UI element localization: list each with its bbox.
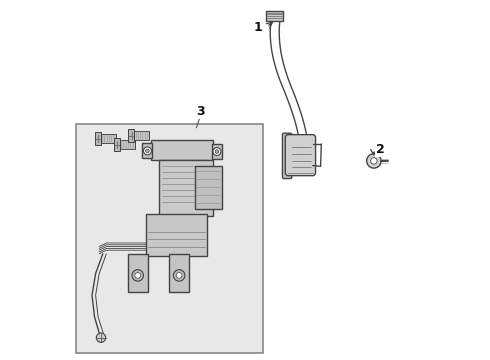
Bar	[120, 140, 135, 149]
Bar	[128, 254, 148, 292]
Bar	[76, 124, 263, 353]
Circle shape	[146, 149, 149, 153]
Bar	[151, 140, 213, 160]
Bar	[212, 144, 222, 159]
Circle shape	[97, 333, 106, 342]
Bar	[266, 11, 283, 21]
Circle shape	[132, 270, 144, 281]
Circle shape	[367, 154, 381, 168]
FancyBboxPatch shape	[285, 135, 316, 176]
Bar	[134, 131, 149, 140]
Circle shape	[370, 158, 377, 164]
Circle shape	[176, 273, 182, 278]
Bar	[146, 214, 207, 256]
Circle shape	[215, 150, 219, 153]
Bar	[100, 134, 116, 143]
Circle shape	[213, 148, 221, 156]
Bar	[128, 129, 134, 142]
Circle shape	[173, 270, 185, 281]
Bar	[159, 160, 213, 216]
Text: 3: 3	[196, 105, 204, 118]
Bar	[114, 138, 120, 151]
Circle shape	[144, 147, 151, 155]
Bar	[95, 132, 100, 145]
Bar	[143, 143, 152, 158]
Text: 1: 1	[253, 21, 262, 33]
FancyBboxPatch shape	[282, 133, 292, 179]
Bar	[195, 166, 221, 209]
Circle shape	[135, 273, 141, 278]
Bar	[170, 254, 189, 292]
Text: 2: 2	[376, 143, 384, 156]
